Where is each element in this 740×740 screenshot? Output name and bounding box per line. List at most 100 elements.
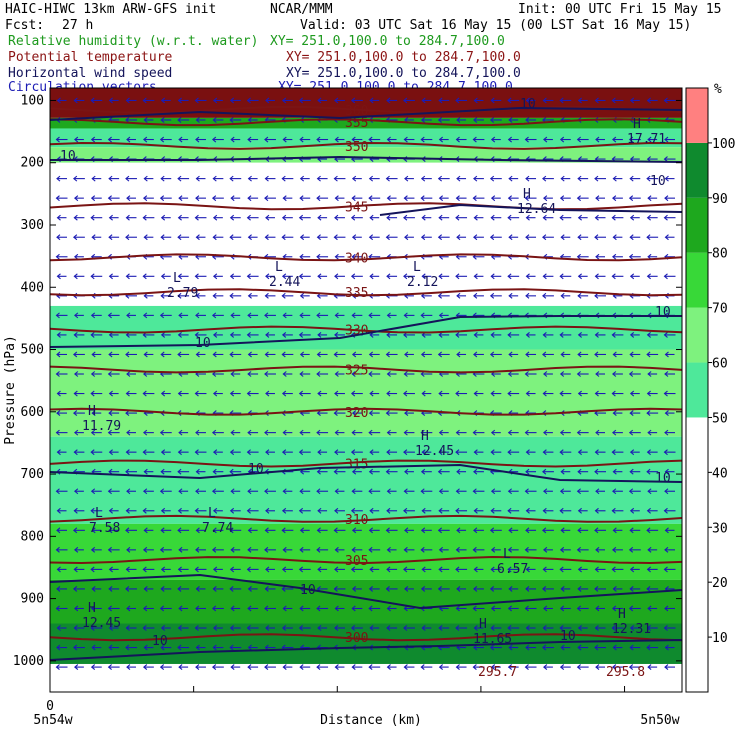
circulation-vector-head <box>334 371 339 377</box>
circulation-vector-head <box>369 449 374 456</box>
circulation-vector-head <box>368 195 373 202</box>
x-origin-label: 0 <box>46 699 54 714</box>
circulation-vector-head <box>281 234 286 241</box>
circulation-vector-head <box>334 546 339 553</box>
circulation-vector-head <box>577 332 582 338</box>
circulation-vector-head <box>507 390 512 397</box>
rh-layer <box>50 349 682 437</box>
colorbar-tick-label: 10 <box>712 631 728 646</box>
circulation-vector-head <box>594 273 599 280</box>
circulation-vector-head <box>282 664 287 671</box>
circulation-vector-head <box>334 625 339 631</box>
circulation-vector-head <box>386 312 391 319</box>
circulation-vector-head <box>559 371 565 377</box>
circulation-vector-head <box>299 488 304 495</box>
circulation-vector-head <box>351 527 357 534</box>
circulation-vector-head <box>126 488 131 495</box>
circulation-vector-head <box>386 488 391 495</box>
circulation-vector-head <box>543 136 548 143</box>
circulation-vector-head <box>560 292 565 299</box>
theta-contour-label: 360 <box>345 104 368 119</box>
circulation-vector-head <box>664 644 669 651</box>
circulation-vector-head <box>177 175 182 182</box>
circulation-vector-head <box>229 117 234 123</box>
circulation-vector-head <box>160 507 166 514</box>
y-tick-label: 100 <box>21 93 44 108</box>
wind-contour-label: 10 <box>560 629 576 644</box>
theta-contour-label: 320 <box>345 406 368 421</box>
circulation-vector-head <box>455 605 460 612</box>
circulation-vector-head <box>143 644 148 651</box>
circulation-vector-head <box>421 97 426 104</box>
circulation-vector-head <box>577 449 582 456</box>
overlay: 3003053103153203253303353403453503553602… <box>49 97 683 680</box>
circulation-vector-head <box>212 292 217 299</box>
theta-extra-label: 295.8 <box>606 665 645 680</box>
circulation-vector-head <box>576 546 581 553</box>
colorbar-unit: % <box>714 82 722 97</box>
circulation-vector-head <box>108 507 113 514</box>
circulation-vector-head <box>473 273 478 280</box>
circulation-vector-head <box>351 253 356 260</box>
theta-contour <box>49 288 683 297</box>
circulation-vector-head <box>525 273 530 280</box>
circulation-vector-head <box>664 468 669 475</box>
circulation-vector-head <box>282 605 287 612</box>
circulation-vector-head <box>265 214 270 221</box>
circulation-vector-head <box>368 488 373 495</box>
circulation-vector-head <box>334 449 339 456</box>
circulation-vector-head <box>56 527 61 534</box>
circulation-vector-head <box>507 546 513 553</box>
circulation-vector-head <box>55 488 60 495</box>
circulation-vector-head <box>351 605 356 612</box>
circulation-vector-head <box>264 312 269 319</box>
circulation-vector-head <box>195 234 200 241</box>
circulation-vector-head <box>142 195 148 202</box>
circulation-vector-head <box>298 332 304 338</box>
circulation-vector-head <box>247 664 252 671</box>
circulation-vector-head <box>333 234 338 241</box>
circulation-vector-head <box>490 214 495 221</box>
circulation-vector-head <box>334 136 339 143</box>
circulation-vector-head <box>142 214 147 221</box>
circulation-vector-head <box>229 351 234 358</box>
circulation-vector-head <box>507 273 512 280</box>
circulation-vector-head <box>576 664 581 671</box>
circulation-vector-head <box>490 429 496 436</box>
field-xy-wind: XY= 251.0,100.0 to 284.7,100.0 <box>286 66 521 81</box>
circulation-vector-head <box>351 546 356 553</box>
circulation-vector-head <box>490 449 495 456</box>
circulation-vector-head <box>524 605 529 612</box>
circulation-vector-head <box>386 390 391 397</box>
circulation-vector-head <box>125 507 130 514</box>
circulation-vector-head <box>646 527 651 534</box>
circulation-vector-head <box>559 625 564 631</box>
circulation-vector-head <box>612 546 617 553</box>
circulation-vector-head <box>455 136 460 143</box>
circulation-vector-head <box>594 390 599 397</box>
circulation-vector-head <box>212 214 218 221</box>
circulation-vector-head <box>247 117 252 123</box>
circulation-vector-head <box>177 566 182 573</box>
circulation-vector-head <box>73 449 78 456</box>
circulation-vector-head <box>142 97 147 104</box>
circulation-vector-head <box>577 644 582 651</box>
circulation-vector-head <box>108 273 113 280</box>
circulation-vector-head <box>317 273 322 280</box>
circulation-vector-head <box>177 507 182 514</box>
circulation-vector-head <box>595 488 600 495</box>
circulation-vector-head <box>55 664 60 671</box>
circulation-vector-head <box>594 97 599 104</box>
circulation-vector-head <box>316 351 321 358</box>
circulation-vector-head <box>647 488 652 495</box>
circulation-vector-head <box>438 273 443 280</box>
circulation-vector-head <box>507 605 513 612</box>
circulation-vector-head <box>108 527 113 534</box>
forecast-label: Fcst: <box>5 18 45 33</box>
circulation-vector-head <box>508 644 513 651</box>
circulation-vector-head <box>90 488 96 495</box>
circulation-vector-head <box>594 175 599 182</box>
circulation-vector-head <box>351 351 357 358</box>
extremum-low-mark: L <box>208 506 216 521</box>
circulation-vector-head <box>507 214 512 221</box>
